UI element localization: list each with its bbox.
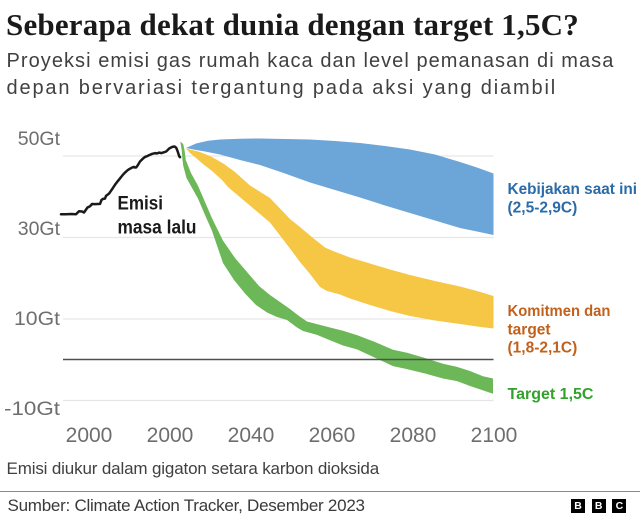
svg-text:masa lalu: masa lalu <box>118 217 197 239</box>
svg-text:30Gt: 30Gt <box>18 218 61 240</box>
svg-text:target: target <box>508 321 551 338</box>
svg-text:2000: 2000 <box>147 424 194 447</box>
svg-text:Target 1,5C: Target 1,5C <box>508 386 594 403</box>
svg-text:2100: 2100 <box>471 424 518 447</box>
svg-text:2000: 2000 <box>66 424 113 447</box>
svg-text:2080: 2080 <box>390 424 437 447</box>
svg-text:(1,8-2,1C): (1,8-2,1C) <box>508 339 578 356</box>
svg-text:Emisi: Emisi <box>118 193 164 215</box>
svg-text:(2,5-2,9C): (2,5-2,9C) <box>508 200 578 217</box>
svg-text:10Gt: 10Gt <box>14 308 61 330</box>
svg-text:Kebijakan saat ini: Kebijakan saat ini <box>508 181 638 198</box>
svg-text:50Gt: 50Gt <box>18 128 61 150</box>
svg-text:Komitmen dan: Komitmen dan <box>508 303 611 320</box>
svg-text:-10Gt: -10Gt <box>4 398 61 420</box>
svg-text:2040: 2040 <box>228 424 275 447</box>
svg-text:2060: 2060 <box>309 424 356 447</box>
